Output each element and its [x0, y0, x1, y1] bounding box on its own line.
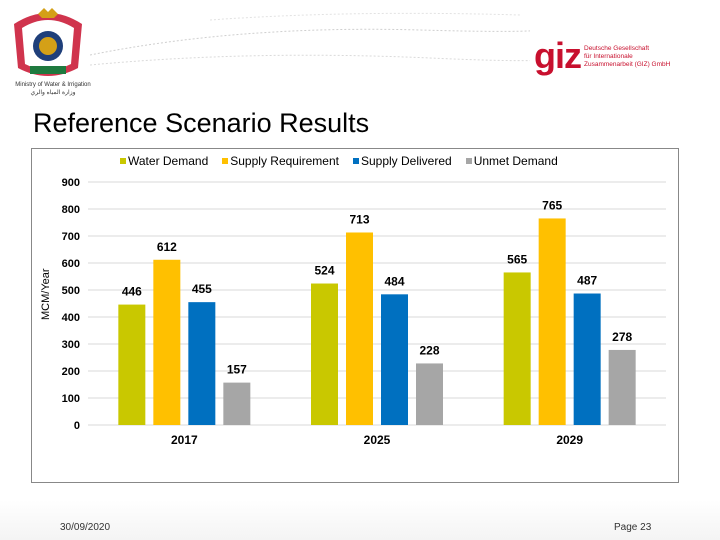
legend-item-supply-delivered: Supply Delivered: [352, 154, 452, 168]
chart-legend: Water Demand Supply Requirement Supply D…: [120, 154, 558, 168]
legend-item-unmet-demand: Unmet Demand: [465, 154, 558, 168]
legend-label: Supply Delivered: [360, 154, 452, 168]
data-label: 487: [577, 274, 597, 288]
y-tick-label: 400: [62, 312, 80, 324]
bar: [608, 349, 636, 425]
bar: [538, 218, 566, 425]
bar: [311, 283, 338, 425]
y-tick-label: 600: [62, 258, 80, 270]
giz-line: für Internationale: [584, 53, 633, 60]
data-label: 157: [227, 363, 247, 377]
bar: [381, 294, 408, 425]
giz-organization-name: Deutsche Gesellschaft für Internationale…: [584, 45, 670, 69]
bar: [223, 382, 251, 425]
footer-bar: [0, 500, 720, 540]
bar: [503, 272, 531, 425]
bar: [416, 363, 443, 425]
data-label: 565: [507, 252, 527, 266]
data-label: 612: [157, 240, 177, 254]
legend-item-water-demand: Water Demand: [120, 154, 208, 168]
data-label: 228: [419, 343, 439, 357]
data-label: 446: [122, 285, 142, 299]
data-label: 713: [349, 212, 369, 226]
footer-page-number: Page 23: [614, 522, 652, 533]
data-label: 278: [612, 330, 632, 344]
y-tick-label: 200: [62, 366, 80, 378]
legend-label: Supply Requirement: [230, 154, 339, 168]
y-tick-label: 100: [62, 393, 80, 405]
jordan-coat-of-arms-logo: [8, 6, 88, 98]
bar: [188, 302, 216, 425]
legend-swatch: [465, 158, 472, 164]
giz-logo: giz: [534, 35, 582, 76]
x-tick-label: 2025: [364, 433, 391, 447]
y-tick-label: 700: [62, 231, 80, 243]
data-label: 484: [384, 274, 404, 288]
bar: [118, 304, 146, 425]
bar: [573, 293, 601, 425]
legend-swatch: [352, 158, 359, 164]
y-tick-label: 300: [62, 339, 80, 351]
bar: [153, 259, 181, 425]
y-tick-label: 900: [62, 177, 80, 189]
footer-date: 30/09/2020: [60, 522, 111, 533]
bar: [346, 232, 373, 425]
giz-line: Zusammenarbeit (GIZ) GmbH: [584, 61, 671, 68]
giz-line: Deutsche Gesellschaft: [584, 45, 650, 52]
slide-title: Reference Scenario Results: [33, 108, 370, 138]
y-tick-label: 800: [62, 204, 80, 216]
ministry-name-english: Ministry of Water & Irrigation: [15, 82, 91, 88]
legend-label: Water Demand: [128, 154, 209, 168]
header-swoosh-decoration: [90, 12, 530, 66]
x-tick-label: 2029: [556, 433, 583, 447]
data-label: 765: [542, 198, 562, 212]
data-label: 455: [192, 282, 212, 296]
legend-swatch: [222, 158, 229, 164]
legend-label: Unmet Demand: [473, 154, 558, 168]
y-tick-label: 0: [74, 420, 80, 432]
x-tick-label: 2017: [171, 433, 198, 447]
data-label: 524: [314, 264, 334, 278]
legend-item-supply-requirement: Supply Requirement: [222, 154, 339, 168]
y-tick-label: 500: [62, 285, 80, 297]
ministry-name-arabic: وزارة المياه والري: [30, 90, 76, 96]
legend-swatch: [120, 158, 126, 164]
